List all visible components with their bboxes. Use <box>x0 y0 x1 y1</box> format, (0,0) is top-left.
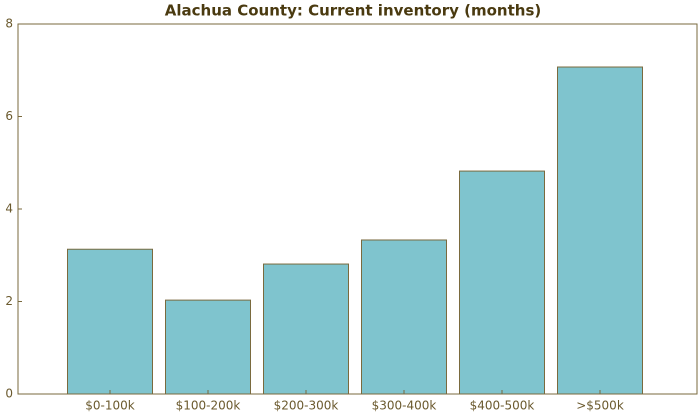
bar <box>263 263 349 395</box>
chart-title: Alachua County: Current inventory (month… <box>165 2 541 20</box>
bar <box>459 170 545 395</box>
x-tick-label: $300-400k <box>372 399 437 413</box>
x-tick-label: $0-100k <box>85 399 135 413</box>
x-tick-label: $400-500k <box>470 399 535 413</box>
bar <box>67 248 153 395</box>
y-tick-label: 8 <box>5 17 13 31</box>
y-tick-label: 2 <box>5 294 13 308</box>
x-tick-label: $200-300k <box>274 399 339 413</box>
y-tick-label: 0 <box>5 387 13 401</box>
y-tick-label: 6 <box>5 109 13 123</box>
bar <box>361 239 447 395</box>
bar <box>557 66 643 395</box>
x-tick-label: $100-200k <box>176 399 241 413</box>
x-tick-label: >$500k <box>576 399 624 413</box>
y-tick-label: 4 <box>5 202 13 216</box>
bar <box>165 299 251 395</box>
